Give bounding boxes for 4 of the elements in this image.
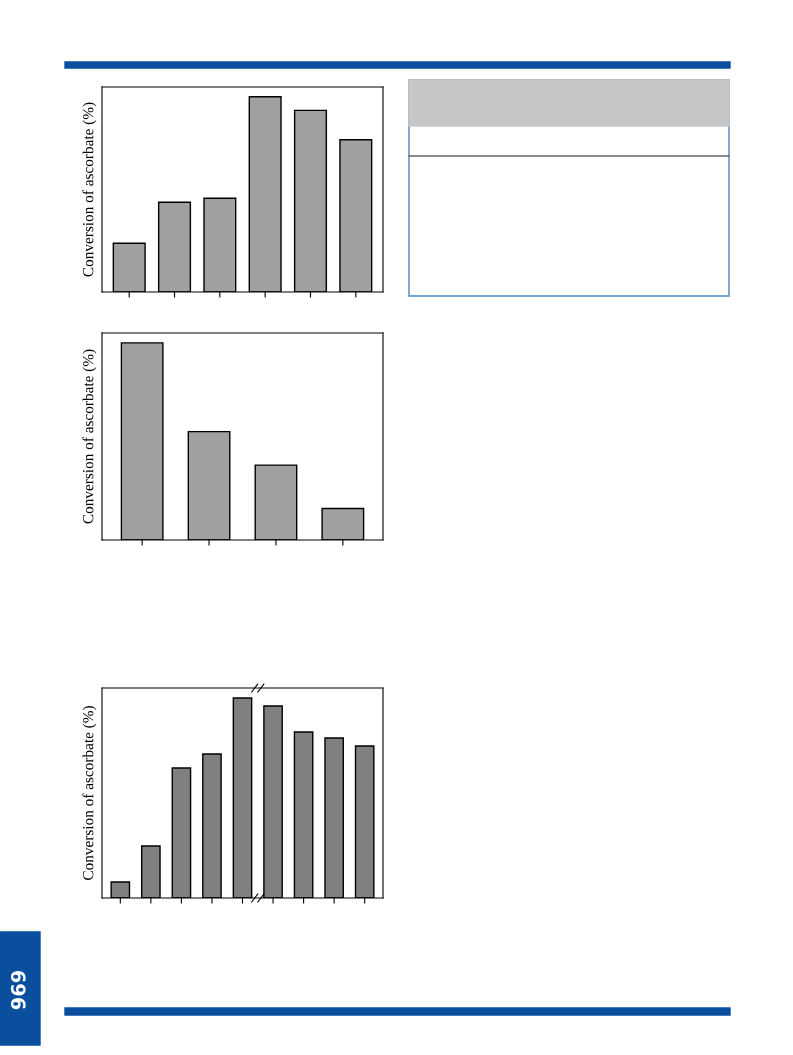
y-axis-title: Conversion of ascorbate (%): [82, 102, 97, 277]
y-axis-title: Conversion of ascorbate (%): [82, 349, 97, 524]
text: 969: [10, 970, 26, 1010]
y-axis-title: Conversion of ascorbate (%): [82, 706, 97, 880]
